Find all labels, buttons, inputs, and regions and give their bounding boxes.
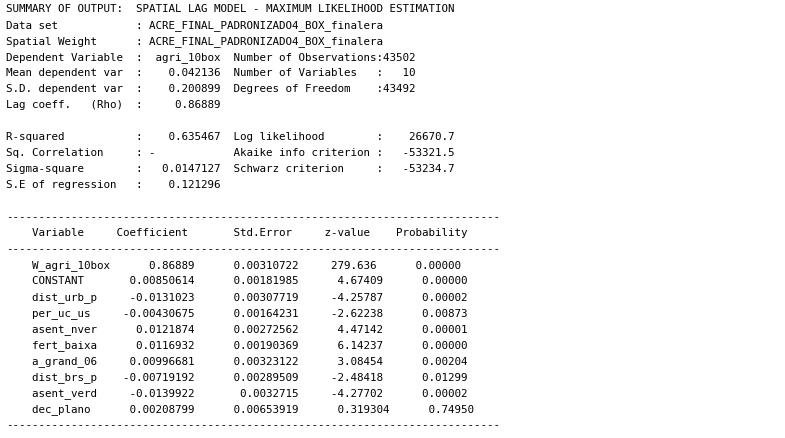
Text: S.E of regression   :    0.121296: S.E of regression : 0.121296	[6, 180, 221, 190]
Text: Data set            : ACRE_FINAL_PADRONIZADO4_BOX_finalera: Data set : ACRE_FINAL_PADRONIZADO4_BOX_f…	[6, 20, 383, 31]
Text: Spatial Weight      : ACRE_FINAL_PADRONIZADO4_BOX_finalera: Spatial Weight : ACRE_FINAL_PADRONIZADO4…	[6, 36, 383, 47]
Text: Lag coeff.   (Rho)  :     0.86889: Lag coeff. (Rho) : 0.86889	[6, 100, 221, 110]
Text: a_grand_06     0.00996681      0.00323122      3.08454      0.00204: a_grand_06 0.00996681 0.00323122 3.08454…	[6, 356, 468, 367]
Text: Dependent Variable  :  agri_10box  Number of Observations:43502: Dependent Variable : agri_10box Number o…	[6, 52, 415, 63]
Text: fert_baixa      0.0116932      0.00190369      6.14237      0.00000: fert_baixa 0.0116932 0.00190369 6.14237 …	[6, 340, 468, 351]
Text: dist_urb_p     -0.0131023      0.00307719     -4.25787      0.00002: dist_urb_p -0.0131023 0.00307719 -4.2578…	[6, 292, 468, 303]
Text: ----------------------------------------------------------------------------: ----------------------------------------…	[6, 212, 500, 222]
Text: ----------------------------------------------------------------------------: ----------------------------------------…	[6, 420, 500, 430]
Text: asent_verd     -0.0139922       0.0032715     -4.27702      0.00002: asent_verd -0.0139922 0.0032715 -4.27702…	[6, 388, 468, 399]
Text: asent_nver      0.0121874      0.00272562      4.47142      0.00001: asent_nver 0.0121874 0.00272562 4.47142 …	[6, 324, 468, 335]
Text: CONSTANT       0.00850614      0.00181985      4.67409      0.00000: CONSTANT 0.00850614 0.00181985 4.67409 0…	[6, 276, 468, 286]
Text: dec_plano      0.00208799      0.00653919      0.319304      0.74950: dec_plano 0.00208799 0.00653919 0.319304…	[6, 404, 474, 415]
Text: Sigma-square        :   0.0147127  Schwarz criterion     :   -53234.7: Sigma-square : 0.0147127 Schwarz criteri…	[6, 164, 455, 174]
Text: dist_brs_p    -0.00719192      0.00289509     -2.48418      0.01299: dist_brs_p -0.00719192 0.00289509 -2.484…	[6, 372, 468, 383]
Text: S.D. dependent var  :    0.200899  Degrees of Freedom    :43492: S.D. dependent var : 0.200899 Degrees of…	[6, 84, 415, 94]
Text: per_uc_us     -0.00430675      0.00164231     -2.62238      0.00873: per_uc_us -0.00430675 0.00164231 -2.6223…	[6, 308, 468, 319]
Text: SUMMARY OF OUTPUT:  SPATIAL LAG MODEL - MAXIMUM LIKELIHOOD ESTIMATION: SUMMARY OF OUTPUT: SPATIAL LAG MODEL - M…	[6, 4, 455, 14]
Text: R-squared           :    0.635467  Log likelihood        :    26670.7: R-squared : 0.635467 Log likelihood : 26…	[6, 132, 455, 142]
Text: W_agri_10box      0.86889      0.00310722     279.636      0.00000: W_agri_10box 0.86889 0.00310722 279.636 …	[6, 260, 461, 271]
Text: ----------------------------------------------------------------------------: ----------------------------------------…	[6, 244, 500, 254]
Text: Sq. Correlation     : -            Akaike info criterion :   -53321.5: Sq. Correlation : - Akaike info criterio…	[6, 148, 455, 158]
Text: Mean dependent var  :    0.042136  Number of Variables   :   10: Mean dependent var : 0.042136 Number of …	[6, 68, 415, 78]
Text: Variable     Coefficient       Std.Error     z-value    Probability: Variable Coefficient Std.Error z-value P…	[6, 228, 468, 238]
